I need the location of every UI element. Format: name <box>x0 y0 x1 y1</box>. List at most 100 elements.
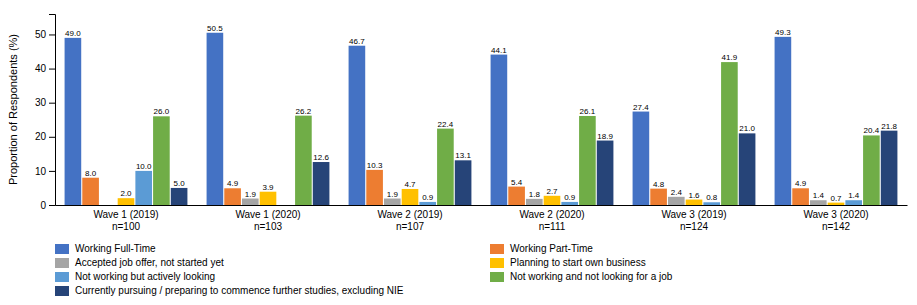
x-tick-label-line: Wave 1 (2019) <box>93 209 158 220</box>
y-tick-label: 40 <box>35 63 47 74</box>
bar <box>491 55 508 205</box>
y-tick: 0 <box>40 200 55 211</box>
data-label: 41.9 <box>722 53 738 62</box>
bar <box>508 187 525 205</box>
x-axis-line <box>56 205 908 206</box>
data-label: 44.1 <box>491 46 507 55</box>
legend-label: Currently pursuing / preparing to commen… <box>75 285 404 296</box>
x-tick-label-line: Wave 3 (2019) <box>661 209 726 220</box>
y-axis-line <box>49 15 56 206</box>
bar <box>775 37 792 205</box>
data-label: 1.6 <box>688 191 700 200</box>
x-tick: Wave 2 (2019)n=107 <box>377 209 442 232</box>
bar <box>597 141 614 205</box>
bar <box>579 116 596 205</box>
data-label: 3.9 <box>262 183 274 192</box>
x-tick-label-line: Wave 1 (2020) <box>235 209 300 220</box>
x-tick-label: Wave 2 (2020)n=111 <box>519 209 584 232</box>
data-label: 22.4 <box>438 120 454 129</box>
bar <box>207 33 224 205</box>
x-tick-label: Wave 2 (2019)n=107 <box>377 209 442 232</box>
data-label: 1.4 <box>848 191 860 200</box>
y-tick-mark <box>49 171 55 172</box>
bar <box>366 170 383 205</box>
bars <box>65 33 898 205</box>
bar <box>260 192 277 205</box>
x-tick-label-line: n=107 <box>396 221 425 232</box>
data-label: 2.4 <box>671 188 683 197</box>
y-tick: 40 <box>35 63 55 74</box>
legend-item: Not working and not looking for a job <box>490 271 673 282</box>
y-tick-label: 20 <box>35 131 47 142</box>
y-tick-mark <box>49 205 55 206</box>
data-label: 46.7 <box>349 37 365 46</box>
y-tick-mark <box>49 137 55 138</box>
y-tick-label: 10 <box>35 166 47 177</box>
bar <box>544 196 561 205</box>
data-label: 1.4 <box>813 191 825 200</box>
bar <box>828 203 845 205</box>
legend-label: Accepted job offer, not started yet <box>75 257 224 268</box>
data-label: 0.9 <box>564 193 576 202</box>
x-tick: Wave 3 (2020)n=142 <box>803 209 868 232</box>
x-tick-label-line: n=100 <box>112 221 141 232</box>
y-tick-label: 50 <box>35 29 47 40</box>
bar <box>349 46 366 205</box>
y-tick-label: 30 <box>35 97 47 108</box>
x-tick-label-line: Wave 2 (2019) <box>377 209 442 220</box>
bar <box>242 199 259 205</box>
bar <box>739 133 756 205</box>
data-label: 1.9 <box>387 190 399 199</box>
bar <box>863 135 880 205</box>
bar <box>118 198 135 205</box>
x-tick: Wave 3 (2019)n=124 <box>661 209 726 232</box>
bar <box>295 116 312 205</box>
bar <box>171 188 188 205</box>
bar <box>703 202 720 205</box>
x-tick-label: Wave 3 (2020)n=142 <box>803 209 868 232</box>
data-label: 20.4 <box>864 126 880 135</box>
bar <box>721 62 738 205</box>
legend-swatch <box>55 244 69 254</box>
data-label: 4.8 <box>653 180 665 189</box>
data-label: 18.9 <box>597 132 613 141</box>
legend-swatch <box>55 258 69 268</box>
x-axis: Wave 1 (2019)n=100Wave 1 (2020)n=103Wave… <box>56 206 908 232</box>
legend-item: Currently pursuing / preparing to commen… <box>55 285 404 296</box>
legend-swatch <box>55 272 69 282</box>
y-tick: 30 <box>35 97 55 108</box>
legend-swatch <box>490 244 504 254</box>
bar <box>402 189 419 205</box>
y-tick: 20 <box>35 131 55 142</box>
data-label: 4.7 <box>404 180 416 189</box>
legend-swatch <box>490 258 504 268</box>
data-label: 8.0 <box>85 169 97 178</box>
y-tick-mark <box>49 69 55 70</box>
data-labels: 49.050.546.744.127.449.38.04.910.35.44.8… <box>65 24 897 203</box>
x-tick-label-line: Wave 3 (2020) <box>803 209 868 220</box>
data-label: 1.8 <box>529 190 541 199</box>
data-label: 4.9 <box>227 179 239 188</box>
bar <box>224 188 241 205</box>
y-tick: 50 <box>35 29 55 40</box>
legend-label: Working Full-Time <box>75 243 156 254</box>
data-label: 5.4 <box>511 178 523 187</box>
y-axis: 0 10 20 30 40 50 <box>35 15 56 211</box>
bar <box>668 197 685 205</box>
series <box>153 62 880 205</box>
y-axis-title: Proportion of Respondents (%) <box>7 34 19 185</box>
series <box>65 33 792 205</box>
data-label: 10.3 <box>367 161 383 170</box>
bar <box>153 116 170 205</box>
legend-label: Working Part-Time <box>510 243 593 254</box>
data-label: 26.0 <box>154 107 170 116</box>
data-label: 12.6 <box>313 153 329 162</box>
bar <box>561 202 578 205</box>
chart: 0 10 20 30 40 50 Wave 1 (2019)n=100 Wave 1 (202… <box>0 0 917 305</box>
x-tick-label-line: n=124 <box>680 221 709 232</box>
x-tick-label: Wave 3 (2019)n=124 <box>661 209 726 232</box>
legend: Working Full-Time Working Part-Time Accept… <box>55 243 673 296</box>
data-label: 49.3 <box>775 28 791 37</box>
x-tick-label: Wave 1 (2019)n=100 <box>93 209 158 232</box>
x-tick: Wave 1 (2019)n=100 <box>93 209 158 232</box>
